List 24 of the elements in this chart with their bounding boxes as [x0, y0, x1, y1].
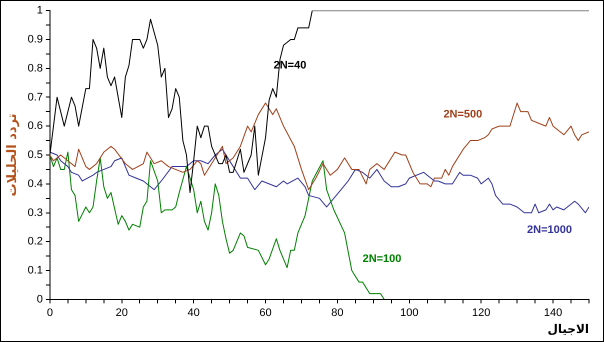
x-tick-label: 40: [188, 307, 200, 320]
x-axis-title: الاجيال: [547, 322, 589, 336]
y-tick-label: 0.2: [28, 236, 43, 248]
y-axis-title: تردد الحليلات: [5, 113, 20, 197]
y-tick-label: 0.3: [28, 206, 43, 219]
series-label: 2N=500: [443, 108, 482, 121]
y-tick-label: 0.9: [28, 34, 43, 46]
y-tick-label: 0.8: [28, 62, 43, 74]
series-label: 2N=100: [362, 253, 402, 265]
x-tick-label: 0: [46, 307, 53, 320]
x-tick-label: 60: [259, 307, 272, 320]
series-label: 2N=1000: [527, 224, 572, 236]
x-tick-label: 20: [116, 307, 128, 320]
x-tick-label: 80: [331, 307, 344, 320]
y-tick-label: 0.4: [28, 178, 43, 190]
y-tick-label: 1: [36, 4, 43, 17]
y-tick-label: 0.5: [28, 149, 43, 162]
x-tick-label: 120: [472, 307, 490, 320]
y-tick-label: 0.1: [28, 264, 43, 277]
x-tick-label: 140: [544, 307, 562, 320]
y-tick-label: 0.6: [28, 120, 43, 132]
y-tick-label: 0.7: [28, 91, 43, 104]
y-tick-label: 0: [36, 293, 43, 306]
x-tick-label: 100: [400, 307, 418, 320]
